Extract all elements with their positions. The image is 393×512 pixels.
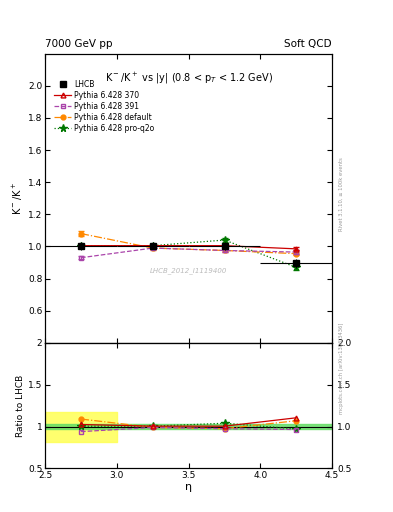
Legend: LHCB, Pythia 6.428 370, Pythia 6.428 391, Pythia 6.428 default, Pythia 6.428 pro: LHCB, Pythia 6.428 370, Pythia 6.428 391… (51, 77, 157, 136)
Text: Soft QCD: Soft QCD (285, 38, 332, 49)
Text: K$^-$/K$^+$ vs |y| (0.8 < p$_T$ < 1.2 GeV): K$^-$/K$^+$ vs |y| (0.8 < p$_T$ < 1.2 Ge… (105, 71, 273, 86)
Text: Rivet 3.1.10, ≥ 100k events: Rivet 3.1.10, ≥ 100k events (339, 158, 344, 231)
Y-axis label: Ratio to LHCB: Ratio to LHCB (16, 374, 25, 437)
Text: 7000 GeV pp: 7000 GeV pp (45, 38, 113, 49)
X-axis label: η: η (185, 482, 192, 492)
Y-axis label: K$^-$/K$^+$: K$^-$/K$^+$ (11, 182, 25, 215)
Text: mcplots.cern.ch [arXiv:1306.3436]: mcplots.cern.ch [arXiv:1306.3436] (339, 323, 344, 414)
Text: LHCB_2012_I1119400: LHCB_2012_I1119400 (150, 267, 227, 274)
